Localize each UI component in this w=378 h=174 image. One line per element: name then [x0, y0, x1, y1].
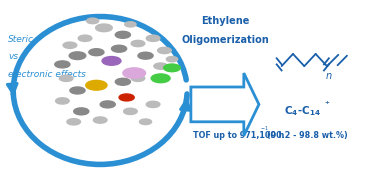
Circle shape [87, 18, 99, 24]
Text: Oligomerization: Oligomerization [181, 35, 269, 45]
Circle shape [96, 24, 112, 32]
Circle shape [125, 22, 136, 27]
Circle shape [164, 64, 180, 72]
Circle shape [146, 35, 160, 41]
Circle shape [55, 61, 70, 68]
Circle shape [93, 117, 107, 123]
Circle shape [154, 63, 167, 69]
Circle shape [115, 31, 130, 38]
Circle shape [151, 74, 170, 83]
Circle shape [112, 45, 127, 52]
Text: n: n [326, 71, 332, 81]
Circle shape [115, 78, 130, 85]
Text: Steric: Steric [8, 35, 34, 44]
Text: Ethylene: Ethylene [201, 16, 249, 26]
Circle shape [124, 108, 137, 114]
Circle shape [166, 57, 178, 62]
Circle shape [63, 42, 77, 48]
Circle shape [56, 98, 69, 104]
Circle shape [89, 49, 104, 56]
Circle shape [138, 52, 153, 59]
Circle shape [131, 75, 145, 81]
Circle shape [74, 108, 89, 115]
Circle shape [146, 101, 160, 108]
Circle shape [59, 75, 73, 81]
Circle shape [100, 101, 115, 108]
Circle shape [102, 57, 121, 65]
Text: $\mathbf{C_4}$-$\mathbf{C_{14}}$: $\mathbf{C_4}$-$\mathbf{C_{14}}$ [284, 104, 321, 118]
Circle shape [123, 68, 146, 78]
Circle shape [67, 119, 81, 125]
Circle shape [86, 80, 107, 90]
Circle shape [131, 40, 145, 47]
Text: electronic effects: electronic effects [8, 70, 86, 79]
Circle shape [119, 94, 134, 101]
Circle shape [139, 119, 152, 125]
Text: vs: vs [8, 52, 19, 61]
Text: $^{-1}$: $^{-1}$ [260, 126, 268, 132]
Circle shape [78, 35, 92, 41]
Text: TOF up to 971,100 h: TOF up to 971,100 h [193, 131, 284, 140]
Circle shape [158, 47, 171, 54]
Circle shape [69, 52, 86, 60]
Text: (90.2 - 98.8 wt.%): (90.2 - 98.8 wt.%) [266, 131, 347, 140]
Text: $\mathbf{^+}$: $\mathbf{^+}$ [323, 100, 331, 109]
Circle shape [70, 87, 85, 94]
